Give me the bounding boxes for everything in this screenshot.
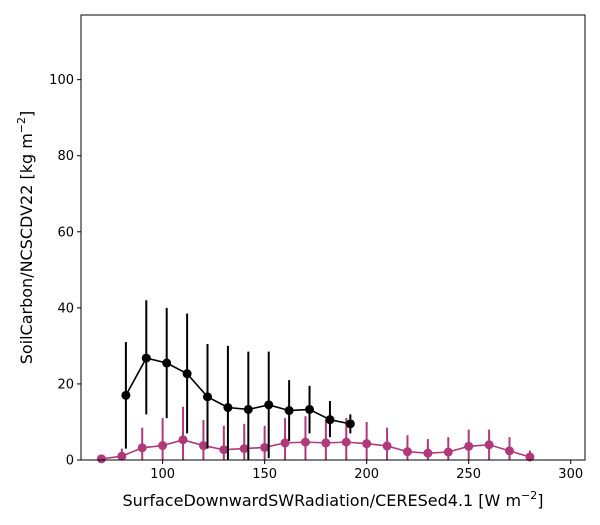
data-point — [362, 439, 372, 449]
y-tick-label: 20 — [57, 377, 74, 392]
data-point — [264, 400, 274, 410]
series-layer — [96, 300, 535, 464]
data-point — [158, 441, 168, 451]
y-tick-label: 60 — [57, 225, 74, 240]
data-point — [423, 448, 433, 458]
y-tick-label: 100 — [49, 73, 74, 88]
data-point — [300, 437, 310, 447]
series-1 — [121, 300, 355, 460]
y-axis-label-main: SoilCarbon/NCSCDV22 [kg m — [17, 133, 36, 364]
data-point — [505, 446, 515, 456]
data-point — [280, 438, 290, 448]
y-axis-label-end: ] — [17, 111, 36, 117]
data-point — [525, 452, 535, 462]
y-axis-label: SoilCarbon/NCSCDV22 [kg m−2] — [15, 111, 36, 365]
series-line — [101, 439, 531, 460]
y-tick-label: 0 — [66, 454, 74, 469]
data-point — [341, 437, 351, 447]
data-point — [162, 358, 172, 368]
y-axis-label-superscript: −2 — [15, 117, 28, 133]
data-point — [239, 444, 249, 454]
y-axis-ticks: 0 20 40 60 80 100 — [49, 73, 81, 469]
x-tick-label: 300 — [558, 467, 583, 482]
data-point — [284, 406, 294, 416]
x-tick-label: 100 — [150, 467, 175, 482]
data-point — [325, 415, 335, 425]
data-point — [178, 435, 188, 445]
data-point — [305, 404, 315, 414]
x-tick-label: 250 — [456, 467, 481, 482]
data-point — [203, 392, 213, 402]
data-point — [443, 447, 453, 457]
data-point — [464, 441, 474, 451]
data-point — [96, 454, 106, 464]
data-point — [219, 445, 229, 455]
data-point — [137, 443, 147, 453]
y-tick-label: 80 — [57, 149, 74, 164]
data-point — [484, 440, 494, 450]
x-axis-label-superscript: −2 — [521, 489, 537, 502]
data-point — [243, 404, 253, 414]
data-point — [321, 438, 331, 448]
y-tick-label: 40 — [57, 301, 74, 316]
x-axis-label-end: ] — [537, 491, 543, 510]
data-point — [198, 441, 208, 451]
data-point — [141, 353, 151, 363]
x-axis-label-main: SurfaceDownwardSWRadiation/CERESed4.1 [W… — [122, 491, 521, 510]
data-point — [402, 447, 412, 457]
data-point — [260, 442, 270, 452]
x-axis-ticks: 100 150 200 250 300 — [150, 460, 583, 482]
data-point — [382, 441, 392, 451]
data-point — [182, 369, 192, 379]
data-point — [223, 403, 233, 413]
x-axis-label: SurfaceDownwardSWRadiation/CERESed4.1 [W… — [122, 489, 543, 510]
series-2 — [96, 406, 535, 464]
x-tick-label: 150 — [252, 467, 277, 482]
x-tick-label: 200 — [354, 467, 379, 482]
data-point — [117, 451, 127, 461]
plot-frame — [80, 14, 586, 461]
data-point — [121, 390, 131, 400]
data-point — [345, 419, 355, 429]
